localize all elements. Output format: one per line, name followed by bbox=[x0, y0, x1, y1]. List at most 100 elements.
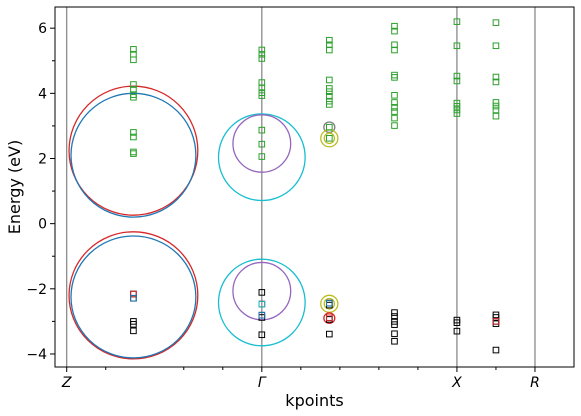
band-point-0-57 bbox=[492, 102, 500, 110]
band-point-0-3 bbox=[130, 81, 137, 88]
y-tick-label-4: 4 bbox=[38, 86, 47, 102]
band-point-2-3 bbox=[492, 318, 500, 325]
band-point-0-37 bbox=[391, 74, 398, 81]
band-point-0-49 bbox=[453, 103, 461, 110]
y-tick-label-0: −4 bbox=[26, 347, 47, 363]
band-point-0-31 bbox=[326, 134, 333, 142]
band-point-0-8 bbox=[130, 133, 137, 141]
band-point-1-25 bbox=[492, 314, 500, 321]
band-point-0-53 bbox=[492, 42, 500, 50]
band-point-0-39 bbox=[391, 99, 398, 106]
band-point-0-46 bbox=[453, 72, 461, 80]
band-point-0-18 bbox=[258, 126, 266, 134]
band-point-0-52 bbox=[492, 19, 500, 26]
band-point-0-2 bbox=[130, 56, 137, 64]
band-point-3-1 bbox=[258, 311, 266, 319]
kpoint-label-1: Γ bbox=[258, 375, 267, 391]
band-point-0-58 bbox=[492, 106, 500, 114]
band-point-1-19 bbox=[391, 330, 398, 338]
kpoint-label-0: Z bbox=[61, 375, 72, 391]
band-point-1-5 bbox=[258, 289, 266, 296]
projection-circle-2 bbox=[68, 231, 199, 360]
band-point-0-35 bbox=[391, 46, 398, 54]
band-point-0-6 bbox=[130, 93, 137, 101]
kpoint-label-3: R bbox=[530, 375, 540, 391]
band-point-4-0 bbox=[258, 300, 266, 308]
projection-circle-6 bbox=[217, 258, 306, 347]
band-point-1-20 bbox=[391, 337, 398, 345]
x-axis-label: kpoints bbox=[285, 391, 343, 410]
plot-frame bbox=[54, 6, 575, 368]
band-point-1-4 bbox=[130, 327, 137, 335]
band-point-0-38 bbox=[391, 91, 398, 99]
band-point-1-3 bbox=[130, 321, 137, 328]
band-point-1-22 bbox=[453, 319, 461, 326]
band-point-1-15 bbox=[391, 309, 398, 316]
y-axis: −4 −2 0 2 4 6 bbox=[26, 21, 55, 363]
projection-circle-12 bbox=[323, 297, 336, 310]
band-point-0-12 bbox=[258, 50, 266, 58]
band-point-0-59 bbox=[492, 112, 500, 120]
projection-circle-4 bbox=[217, 113, 306, 202]
band-point-0-26 bbox=[326, 88, 333, 96]
projection-circle-3 bbox=[70, 235, 197, 359]
band-point-0-10 bbox=[130, 150, 137, 157]
projection-circle-10 bbox=[323, 132, 336, 145]
kpoint-label-2: X bbox=[451, 375, 462, 391]
projection-circle-8 bbox=[323, 121, 336, 134]
projection-circles bbox=[68, 85, 339, 360]
band-point-1-9 bbox=[258, 331, 266, 339]
band-point-0-55 bbox=[492, 78, 500, 86]
band-point-0-7 bbox=[130, 129, 137, 136]
band-point-0-54 bbox=[492, 73, 500, 81]
band-point-1-14 bbox=[326, 330, 333, 338]
band-point-0-33 bbox=[391, 27, 398, 35]
band-point-0-40 bbox=[391, 104, 398, 111]
band-point-0-29 bbox=[326, 101, 333, 108]
band-point-0-17 bbox=[258, 92, 266, 99]
band-point-0-13 bbox=[258, 55, 266, 62]
y-tick-label-3: 2 bbox=[38, 151, 47, 167]
band-point-0-43 bbox=[391, 122, 398, 129]
projection-circle-1 bbox=[70, 92, 197, 218]
band-point-0-44 bbox=[453, 18, 461, 25]
band-point-0-32 bbox=[391, 22, 398, 30]
band-point-1-28 bbox=[492, 346, 500, 354]
projection-circle-11 bbox=[320, 294, 339, 313]
band-point-0-20 bbox=[258, 153, 266, 160]
band-point-0-11 bbox=[258, 46, 266, 54]
projection-circle-7 bbox=[232, 261, 292, 321]
band-energy-points bbox=[130, 18, 500, 354]
band-point-0-0 bbox=[130, 46, 137, 53]
projection-circle-5 bbox=[232, 114, 292, 173]
band-point-0-45 bbox=[453, 42, 461, 50]
projection-circle-13 bbox=[323, 312, 336, 324]
band-point-1-18 bbox=[391, 321, 398, 328]
band-point-0-24 bbox=[326, 76, 333, 84]
band-point-0-51 bbox=[453, 110, 461, 117]
band-point-0-23 bbox=[326, 46, 333, 54]
band-point-0-21 bbox=[326, 36, 333, 44]
band-point-0-47 bbox=[453, 77, 461, 85]
band-point-0-27 bbox=[326, 92, 333, 100]
y-tick-label-5: 6 bbox=[38, 21, 47, 37]
band-point-3-0 bbox=[130, 294, 137, 302]
band-point-0-19 bbox=[258, 140, 266, 148]
band-point-3-2 bbox=[326, 299, 333, 307]
band-point-0-30 bbox=[326, 123, 333, 131]
band-point-2-0 bbox=[130, 290, 137, 298]
band-point-1-16 bbox=[391, 313, 398, 320]
band-point-0-50 bbox=[453, 106, 461, 114]
band-point-0-41 bbox=[391, 108, 398, 115]
band-point-0-15 bbox=[258, 84, 266, 92]
band-point-0-42 bbox=[391, 114, 398, 122]
y-tick-label-2: 0 bbox=[38, 217, 47, 233]
band-point-0-56 bbox=[492, 99, 500, 106]
band-point-2-2 bbox=[326, 314, 333, 322]
y-axis-label: Energy (eV) bbox=[5, 140, 24, 234]
y-tick-label-1: −2 bbox=[26, 282, 47, 298]
band-point-1-23 bbox=[453, 327, 461, 335]
